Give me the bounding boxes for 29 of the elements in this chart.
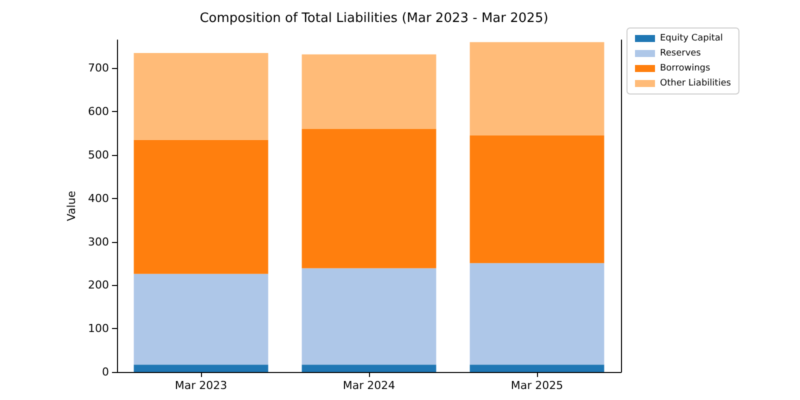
bar [134, 53, 268, 140]
y-tick-label: 0 [102, 366, 109, 378]
bar [470, 263, 604, 365]
legend-label: Other Liabilities [660, 78, 732, 88]
x-tick-label: Mar 2024 [342, 379, 396, 392]
y-tick-label: 400 [88, 192, 109, 205]
bar [134, 364, 268, 372]
bar [134, 274, 268, 365]
bar [302, 54, 436, 129]
x-tick-label: Mar 2023 [174, 379, 228, 392]
y-tick-label: 500 [88, 148, 109, 162]
chart-title: Composition of Total Liabilities (Mar 2023 - Mar 2025) [200, 11, 548, 26]
y-tick-label: 100 [88, 322, 109, 336]
bar [134, 140, 268, 274]
bar [302, 128, 436, 268]
bar [470, 42, 604, 136]
bar [302, 268, 436, 365]
y-tick-label: 600 [88, 105, 109, 118]
bar [470, 364, 604, 372]
y-tick-label: 300 [88, 235, 109, 248]
legend-label: Borrowings [660, 64, 711, 74]
y-tick-label: 700 [88, 62, 109, 75]
legend-label: Reserves [660, 48, 702, 58]
y-axis-title: Value [65, 190, 78, 222]
bar [302, 364, 436, 372]
bar [470, 135, 604, 264]
legend-label: Equity Capital [660, 34, 723, 44]
y-tick-label: 200 [88, 278, 109, 292]
x-tick-label: Mar 2025 [510, 379, 564, 392]
